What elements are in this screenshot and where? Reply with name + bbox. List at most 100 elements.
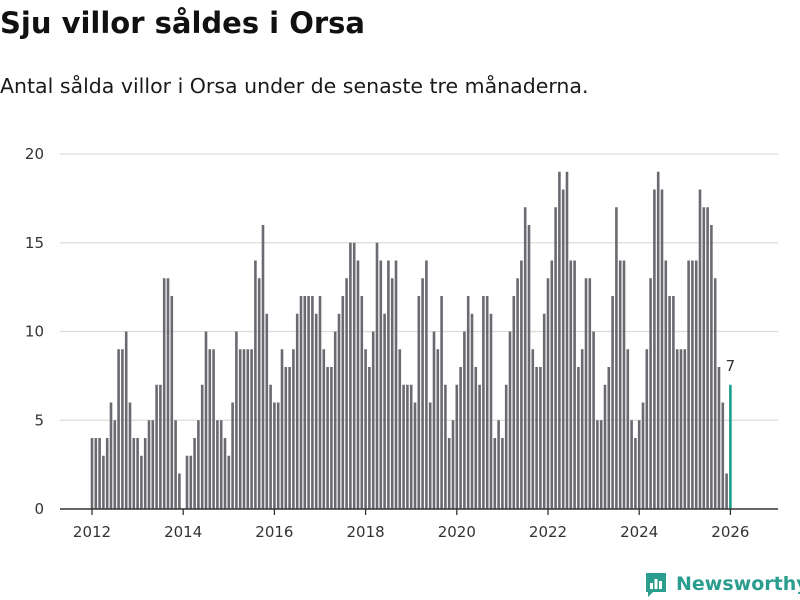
bar <box>463 331 466 509</box>
bar <box>531 349 535 509</box>
bar <box>474 367 478 509</box>
bar <box>527 225 531 509</box>
bar <box>159 384 162 509</box>
bar <box>102 455 105 509</box>
bar <box>398 349 402 509</box>
bar <box>383 313 386 509</box>
bar <box>683 349 687 509</box>
bar <box>588 278 592 509</box>
bar <box>402 384 405 509</box>
axes <box>60 508 778 515</box>
bar <box>265 313 269 509</box>
bar <box>98 438 101 509</box>
bar <box>193 438 196 509</box>
bar <box>295 313 299 509</box>
y-tick-label: 15 <box>25 234 44 252</box>
x-tick-label: 2024 <box>620 523 658 541</box>
bar <box>660 189 664 509</box>
bar <box>698 189 702 509</box>
bar <box>558 171 561 509</box>
bar <box>634 438 637 509</box>
bar <box>94 438 98 509</box>
bar <box>303 296 307 509</box>
x-tick-label: 2012 <box>73 523 111 541</box>
bar <box>390 278 394 509</box>
bar <box>618 260 622 509</box>
bar <box>497 420 500 509</box>
bar <box>147 420 151 509</box>
bar <box>417 296 421 509</box>
bar <box>375 242 379 509</box>
bar <box>124 331 128 509</box>
bar <box>136 438 139 509</box>
bar <box>565 171 569 509</box>
bar <box>333 331 337 509</box>
bar <box>140 455 143 509</box>
bar <box>645 349 649 509</box>
bar <box>231 402 234 509</box>
bar <box>109 402 113 509</box>
bar <box>459 367 462 509</box>
bar <box>478 384 481 509</box>
bar <box>364 349 367 509</box>
bar <box>337 313 341 509</box>
bar <box>223 438 227 509</box>
bar <box>204 331 208 509</box>
bar <box>607 367 611 509</box>
bar <box>428 402 432 509</box>
bar <box>664 260 668 509</box>
bar <box>200 384 204 509</box>
bar <box>261 225 265 509</box>
bar <box>542 313 546 509</box>
bar <box>307 296 310 509</box>
bar <box>485 296 489 509</box>
x-tick-label: 2026 <box>711 523 749 541</box>
bar <box>212 349 215 509</box>
bar <box>440 296 443 509</box>
bar <box>561 189 565 509</box>
bar <box>493 438 497 509</box>
bar <box>216 420 219 509</box>
y-tick-label: 5 <box>34 411 44 429</box>
bar <box>132 438 136 509</box>
bar <box>90 438 94 509</box>
bar <box>318 296 322 509</box>
bar <box>436 349 440 509</box>
bar <box>592 331 595 509</box>
bar <box>360 296 364 509</box>
bar <box>710 225 713 509</box>
bar <box>345 278 348 509</box>
bar <box>299 296 303 509</box>
x-tick-label: 2020 <box>438 523 476 541</box>
bar <box>702 207 706 509</box>
bar <box>691 260 694 509</box>
bar <box>254 260 257 509</box>
bar <box>235 331 238 509</box>
bar <box>379 260 383 509</box>
bar <box>466 296 470 509</box>
bar <box>425 260 428 509</box>
x-tick-label: 2016 <box>255 523 293 541</box>
bar <box>432 331 436 509</box>
bar <box>341 296 345 509</box>
bar <box>508 331 512 509</box>
bar <box>155 384 158 509</box>
bar <box>170 296 174 509</box>
bar <box>520 260 523 509</box>
bar <box>470 313 474 509</box>
bar <box>679 349 683 509</box>
bar <box>523 207 527 509</box>
chart-subtitle: Antal sålda villor i Orsa under de senas… <box>0 74 589 98</box>
bar <box>394 260 398 509</box>
bar <box>675 349 679 509</box>
bar <box>368 367 371 509</box>
bar <box>349 242 352 509</box>
bar <box>512 296 516 509</box>
bar <box>185 455 189 509</box>
bar <box>622 260 626 509</box>
bar <box>554 207 557 509</box>
bar <box>535 367 538 509</box>
bar <box>611 296 614 509</box>
bar <box>162 278 166 509</box>
bar <box>105 438 109 509</box>
